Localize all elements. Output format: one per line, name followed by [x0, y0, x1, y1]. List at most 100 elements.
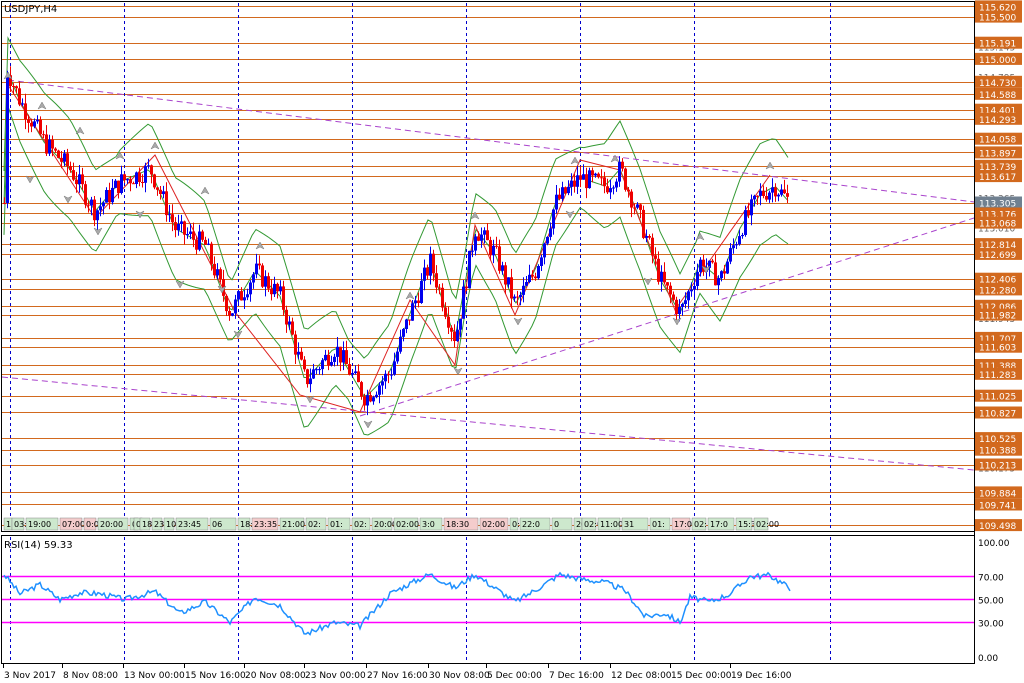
- candle-body: [33, 121, 36, 127]
- candle-body: [657, 258, 660, 282]
- candle-body: [486, 230, 489, 241]
- session-box-bg: [649, 517, 671, 531]
- session-box-bg: [97, 517, 129, 531]
- time-label: 15 Dec 00:00: [671, 671, 732, 681]
- candle-body: [225, 295, 228, 312]
- candle-body: [456, 329, 459, 341]
- session-box-label: 20: [576, 520, 586, 529]
- candle-body: [651, 237, 654, 256]
- candle-body: [618, 161, 621, 182]
- level-price-label: 113.897: [979, 149, 1016, 159]
- candle-body: [642, 209, 645, 238]
- session-box-bg: [59, 517, 83, 531]
- candle-body: [681, 304, 684, 307]
- candle-body: [468, 250, 471, 289]
- candle-body: [81, 174, 84, 185]
- candle-body: [399, 336, 402, 352]
- candle-body: [450, 327, 453, 332]
- level-price-label: 111.603: [979, 344, 1016, 354]
- fractal-up-icon: [765, 161, 775, 170]
- session-box: 23: [151, 517, 164, 531]
- candle-body: [42, 134, 45, 136]
- fractal-up-icon: [75, 126, 85, 135]
- candle-body: [540, 257, 543, 266]
- level-price-tag: [975, 112, 1022, 125]
- candle-body: [612, 187, 615, 189]
- level-price-tag: [975, 170, 1022, 183]
- candle-body: [741, 235, 744, 237]
- level-price-label: 111.388: [979, 362, 1016, 372]
- candle-body: [441, 287, 444, 308]
- rsi-line: [3, 571, 791, 636]
- candle-body: [363, 396, 366, 406]
- candle-body: [387, 373, 390, 376]
- candle-body: [198, 231, 201, 250]
- level-price-label: 110.525: [979, 435, 1016, 445]
- candle-body: [714, 262, 717, 286]
- candle-body: [483, 230, 486, 235]
- level-price-tag: [975, 519, 1022, 532]
- candle-body: [417, 300, 420, 303]
- candle-body: [729, 248, 732, 262]
- candle-body: [615, 181, 618, 188]
- candle-body: [120, 174, 123, 193]
- level-price-label: 114.588: [979, 91, 1016, 101]
- candle-body: [375, 394, 378, 398]
- level-price-tag: [975, 75, 1022, 88]
- rsi-axis-label: 0.00: [978, 654, 998, 664]
- session-box: 21:00: [279, 517, 305, 531]
- level-price-label: 113.617: [979, 173, 1016, 183]
- candle-body: [261, 265, 264, 287]
- time-label: 27 Nov 16:00: [367, 671, 428, 681]
- session-box-bg: [597, 517, 621, 531]
- session-box-label: 07:00: [62, 520, 85, 529]
- level-price-label: 113.176: [979, 211, 1016, 221]
- candle-body: [546, 236, 549, 244]
- candle-body: [420, 280, 423, 303]
- candle-body: [57, 150, 60, 158]
- candle-body: [774, 187, 777, 197]
- session-box-bg: [753, 517, 769, 531]
- level-price-tag: [975, 283, 1022, 296]
- session-box-label: 02:00: [482, 520, 505, 529]
- candle-body: [570, 180, 573, 187]
- session-box-label: 02:00: [396, 520, 419, 529]
- candle-body: [411, 303, 414, 321]
- axis-tick-label: 113.010: [978, 225, 1015, 235]
- fractal-up-icon: [200, 186, 210, 195]
- candle-body: [252, 274, 255, 283]
- candle-body: [606, 186, 609, 193]
- time-label: 8 Nov 08:00: [63, 671, 118, 681]
- candle-body: [135, 172, 138, 184]
- candle-body: [78, 174, 81, 185]
- candle-body: [735, 244, 738, 246]
- session-box: 3:0: [419, 517, 443, 531]
- session-box: 11:00: [597, 517, 623, 531]
- candle-body: [462, 286, 465, 319]
- candle-body: [444, 307, 447, 317]
- fractal-down-icon: [565, 210, 575, 219]
- candle-body: [138, 172, 141, 182]
- candle-body: [210, 243, 213, 264]
- candle-body: [393, 361, 396, 375]
- candle-body: [396, 351, 399, 362]
- session-box-bg: [443, 517, 479, 531]
- session-box-label: 02:00: [584, 520, 607, 529]
- fractal-up-icon: [695, 232, 705, 241]
- level-price-label: 113.305: [979, 200, 1016, 210]
- candle-body: [153, 174, 156, 188]
- session-box: 20:00: [97, 517, 129, 531]
- candle-body: [237, 291, 240, 300]
- candle-body: [231, 313, 234, 316]
- candle-body: [303, 359, 306, 370]
- session-box-label: 02:00: [756, 520, 779, 529]
- time-label: 13 Nov 00:00: [124, 671, 185, 681]
- session-box-bg: [519, 517, 551, 531]
- candle-body: [165, 191, 168, 216]
- candle-body: [495, 245, 498, 247]
- candle-body: [726, 261, 729, 274]
- fractal-up-icon: [150, 141, 160, 150]
- candle-body: [663, 271, 666, 283]
- candle-body: [360, 382, 363, 397]
